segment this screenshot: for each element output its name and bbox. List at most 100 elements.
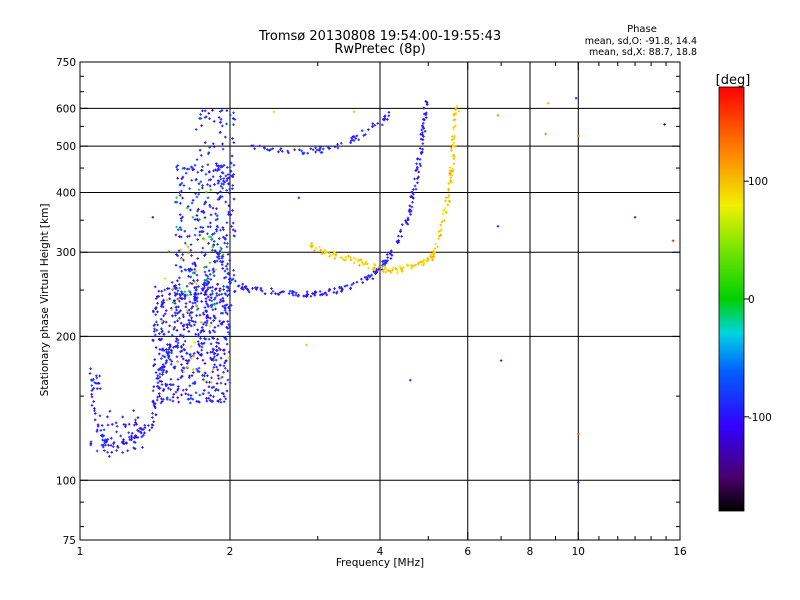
x-trace-point [406, 264, 409, 268]
o-trace-point [167, 351, 171, 354]
o-trace-point [357, 138, 361, 142]
scatter-point [200, 300, 203, 303]
scatter-point [202, 371, 205, 375]
o-trace-point [205, 283, 209, 287]
o-trace-point [287, 292, 291, 295]
scatter-point [110, 423, 114, 426]
scatter-point [223, 307, 227, 310]
scatter-point [156, 385, 159, 388]
o-trace-point [206, 282, 210, 285]
scatter-point [219, 228, 222, 232]
scatter-point [194, 264, 198, 268]
colorbar-gradient [718, 86, 745, 512]
scatter-point [132, 409, 135, 412]
scatter-point [227, 176, 231, 180]
scatter-point [201, 374, 204, 377]
scatter-point [194, 227, 198, 230]
scatter-point [184, 305, 188, 309]
scatter-point [181, 215, 184, 219]
o-trace-point [410, 195, 414, 198]
o-trace-point [279, 148, 282, 152]
scatter-point [194, 320, 197, 324]
scatter-point [232, 197, 236, 201]
scatter-point [190, 166, 194, 169]
scatter-point [191, 397, 195, 401]
scatter-point [173, 311, 177, 315]
o-trace-point [140, 431, 143, 435]
scatter-point [93, 381, 97, 384]
o-trace-point [294, 293, 298, 297]
scatter-point [195, 214, 199, 217]
scatter-point [174, 200, 177, 204]
scatter-point [225, 166, 229, 169]
scatter-point [198, 393, 202, 397]
scatter-point [151, 389, 155, 393]
scatter-point [222, 370, 225, 374]
scatter-point [171, 399, 175, 403]
o-trace-point [355, 280, 359, 284]
x-trace-point [436, 245, 439, 249]
scatter-point [228, 309, 232, 312]
scatter-point [174, 390, 178, 394]
scatter-point [219, 376, 222, 380]
o-trace-point [412, 188, 415, 191]
x-trace-point [439, 229, 442, 232]
scatter-point [223, 361, 227, 365]
scatter-point [207, 152, 210, 156]
scatter-point [212, 303, 216, 306]
x-trace-point [349, 258, 353, 262]
scatter-point [187, 318, 191, 322]
scatter-point [222, 364, 226, 368]
x-trace-point [452, 127, 455, 131]
o-trace-point [134, 434, 137, 438]
scatter-point [193, 267, 197, 271]
o-trace-point [170, 349, 173, 353]
o-trace-point [175, 337, 178, 340]
scatter-point [213, 183, 216, 186]
scatter-point [194, 178, 198, 182]
scatter-point [217, 346, 221, 350]
o-trace-point [271, 289, 275, 293]
scatter-point [160, 327, 163, 331]
scatter-point [218, 319, 222, 323]
o-trace-point [121, 442, 125, 445]
x-trace-point [359, 258, 363, 262]
scatter-point [186, 360, 190, 363]
scatter-point [232, 173, 235, 176]
scatter-point [194, 304, 198, 308]
o-trace-point [277, 150, 280, 154]
scatter-point [203, 389, 206, 392]
x-tick-label: 10 [572, 546, 585, 558]
scatter-point [99, 429, 103, 432]
scatter-point [153, 323, 156, 326]
x-trace-point [412, 264, 416, 268]
scatter-point [161, 389, 165, 393]
o-trace-point [396, 241, 399, 245]
y-tick-label: 100 [56, 475, 76, 487]
x-trace-point [444, 199, 447, 203]
scatter-point [181, 357, 185, 361]
scatter-point [218, 300, 222, 304]
x-tick-label: 2 [227, 546, 234, 558]
scatter-point [158, 394, 161, 398]
o-trace-point [168, 346, 171, 349]
scatter-point [230, 278, 234, 282]
scatter-point [160, 383, 164, 386]
scatter-point [228, 280, 231, 284]
colorbar: [deg] 100 0 -100 [716, 73, 772, 512]
o-trace-point [333, 287, 336, 290]
scatter-point [218, 363, 222, 367]
scatter-point [156, 323, 159, 327]
o-trace-point [340, 141, 343, 145]
scatter-point [182, 366, 186, 370]
o-trace-point [150, 423, 154, 427]
o-trace-point [140, 428, 144, 432]
scatter-point [158, 372, 162, 376]
o-trace-point [362, 134, 366, 137]
scatter-point [184, 302, 188, 305]
scatter-point [216, 374, 220, 377]
scatter-point [186, 293, 189, 297]
scatter-point [208, 399, 212, 402]
x-trace-point [410, 264, 413, 268]
